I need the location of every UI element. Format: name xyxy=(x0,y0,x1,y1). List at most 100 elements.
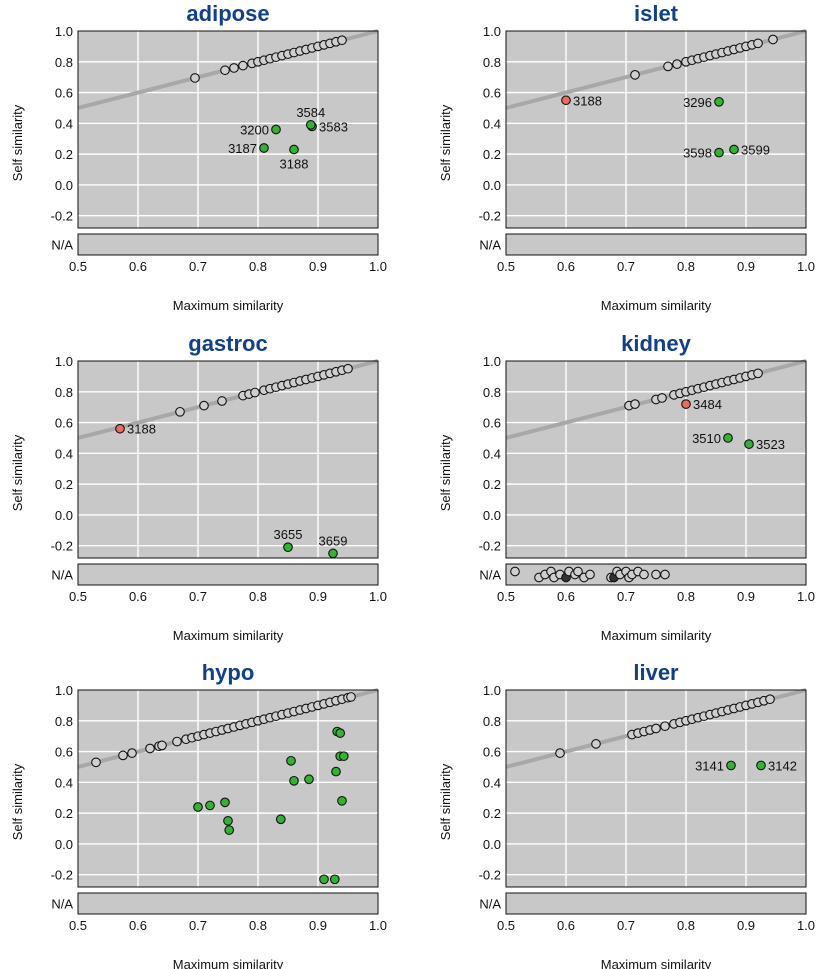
plot-area xyxy=(506,690,806,887)
x-tick-label: 0.5 xyxy=(69,918,87,933)
data-point xyxy=(319,874,329,885)
plot-frame xyxy=(77,360,379,559)
chart-panel-hypo: hypo N/A -0.2 0.0 0.2 0.4 0.6 0.8 1.0 0.5 0.6 0.7 0.… xyxy=(10,660,387,969)
na-data-point xyxy=(510,566,520,577)
x-tick-label: 0.5 xyxy=(497,259,515,274)
y-tick-label: 0.6 xyxy=(483,416,501,431)
point-label: 3142 xyxy=(768,758,797,773)
y-tick-label: 0.2 xyxy=(483,806,501,821)
point-label: 3141 xyxy=(695,758,724,773)
data-point xyxy=(346,692,356,702)
y-tick-label: -0.2 xyxy=(479,868,501,883)
point-label: 3655 xyxy=(274,527,303,542)
data-point-3142 xyxy=(756,760,766,771)
x-tick-label: 0.8 xyxy=(677,589,695,604)
data-point xyxy=(335,728,346,738)
grid-lines xyxy=(78,361,378,558)
y-tick-label: 0.8 xyxy=(55,55,73,70)
na-strip xyxy=(505,233,807,256)
data-point xyxy=(753,368,763,379)
x-tick-label: 0.9 xyxy=(309,259,327,274)
point-label: 3188 xyxy=(280,157,309,172)
x-tick-label: 1.0 xyxy=(369,918,387,933)
y-tick-label: 0.0 xyxy=(55,508,73,523)
data-point xyxy=(657,393,667,403)
chart-panel-adipose: adipose N/A -0.2 0.0 0.2 0.4 0.6 0.8 1.0 0.5 0.6 0.… xyxy=(10,1,387,313)
y-axis-label: Self similarity xyxy=(10,434,25,511)
y-axis-label: Self similarity xyxy=(10,104,25,181)
x-tick-label: 0.9 xyxy=(737,589,755,604)
x-tick-label: 0.9 xyxy=(737,259,755,274)
x-tick-label: 1.0 xyxy=(797,259,815,274)
y-tick-label: 0.6 xyxy=(55,745,73,760)
x-axis-label: Maximum similarity xyxy=(173,298,284,313)
chart-title: islet xyxy=(634,1,679,26)
data-point xyxy=(304,774,314,785)
x-tick-label: 0.7 xyxy=(189,259,207,274)
x-tick-label: 0.6 xyxy=(557,918,575,933)
y-tick-label: 0.6 xyxy=(55,86,73,101)
data-point xyxy=(768,34,778,45)
scatter-points xyxy=(561,34,778,158)
x-tick-label: 0.7 xyxy=(189,589,207,604)
grid-lines xyxy=(78,690,378,887)
plot-frame xyxy=(505,360,807,559)
chart-panel-liver: liver N/A -0.2 0.0 0.2 0.4 0.6 0.8 1.0 0.5 0.6 0.7 0… xyxy=(438,660,815,969)
data-point xyxy=(217,396,227,406)
data-point-3599 xyxy=(729,144,739,155)
na-label: N/A xyxy=(479,568,501,583)
plot-area xyxy=(78,690,378,887)
x-axis-label: Maximum similarity xyxy=(173,957,284,969)
na-label: N/A xyxy=(51,238,73,253)
y-tick-label: 0.0 xyxy=(55,837,73,852)
y-tick-label: -0.2 xyxy=(51,539,73,554)
x-axis-label: Maximum similarity xyxy=(601,298,712,313)
data-point xyxy=(651,723,661,734)
y-tick-label: 0.8 xyxy=(483,714,501,729)
y-tick-label: 0.0 xyxy=(55,178,73,193)
x-tick-label: 0.8 xyxy=(249,259,267,274)
na-strip xyxy=(77,233,379,256)
data-point xyxy=(660,721,670,732)
plot-frame xyxy=(77,30,379,229)
y-tick-label: 0.0 xyxy=(483,508,501,523)
point-label: 3188 xyxy=(573,93,602,108)
x-tick-label: 0.6 xyxy=(557,259,575,274)
data-point xyxy=(220,797,230,808)
y-tick-label: -0.2 xyxy=(479,539,501,554)
scatter-points xyxy=(115,363,353,559)
data-point xyxy=(118,750,128,761)
data-point-3598 xyxy=(714,147,724,158)
data-point xyxy=(630,70,640,80)
chart-title: adipose xyxy=(186,1,269,26)
na-strip xyxy=(77,563,379,586)
y-tick-label: 1.0 xyxy=(483,354,501,369)
data-point-3141 xyxy=(726,760,736,771)
y-tick-label: -0.2 xyxy=(51,868,73,883)
x-tick-label: 0.5 xyxy=(69,259,87,274)
point-label: 3599 xyxy=(741,143,770,158)
data-point xyxy=(337,35,347,46)
data-point xyxy=(199,400,209,411)
data-point xyxy=(193,802,203,812)
data-point-3187 xyxy=(259,143,269,153)
data-point xyxy=(220,65,230,76)
point-label: 3523 xyxy=(756,437,785,452)
y-tick-label: 0.0 xyxy=(483,837,501,852)
na-data-point xyxy=(660,569,670,580)
x-tick-label: 0.7 xyxy=(617,589,635,604)
y-tick-label: 0.6 xyxy=(483,86,501,101)
data-point xyxy=(205,800,215,811)
chart-title: kidney xyxy=(621,331,691,356)
y-tick-label: 1.0 xyxy=(55,354,73,369)
data-point xyxy=(286,755,296,766)
x-tick-label: 1.0 xyxy=(369,259,387,274)
x-tick-label: 0.6 xyxy=(129,259,147,274)
data-point xyxy=(555,748,565,758)
x-tick-label: 0.8 xyxy=(249,918,267,933)
y-axis-label: Self similarity xyxy=(10,763,25,840)
data-point xyxy=(338,751,349,762)
grid-lines xyxy=(506,31,806,228)
data-point xyxy=(753,38,763,49)
